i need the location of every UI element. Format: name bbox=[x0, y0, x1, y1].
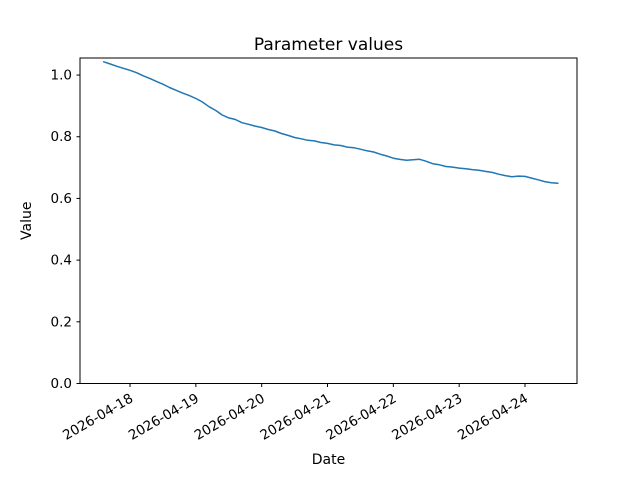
series-group bbox=[102, 61, 559, 185]
y-tick-label: 0.8 bbox=[51, 129, 72, 145]
x-tick-label: 2026-04-20 bbox=[192, 391, 268, 444]
y-tick-label: 0.2 bbox=[51, 314, 72, 330]
x-axis-label: Date bbox=[312, 452, 345, 468]
axis-ticks: 2026-04-182026-04-192026-04-202026-04-21… bbox=[51, 68, 531, 444]
x-tick-label: 2026-04-19 bbox=[126, 391, 202, 444]
y-tick-label: 0.6 bbox=[51, 191, 72, 207]
x-tick-label: 2026-04-23 bbox=[389, 391, 465, 444]
y-tick-label: 0.0 bbox=[51, 376, 72, 392]
x-tick-label: 2026-04-22 bbox=[323, 391, 399, 444]
axes-box bbox=[79, 57, 578, 384]
y-tick-label: 0.4 bbox=[51, 253, 72, 269]
series-line-parameter-values bbox=[102, 61, 559, 185]
x-tick-label: 2026-04-24 bbox=[455, 391, 531, 444]
y-axis-label: Value bbox=[19, 202, 35, 240]
chart-title: Parameter values bbox=[254, 35, 403, 55]
y-tick-label: 1.0 bbox=[51, 68, 72, 84]
x-tick-label: 2026-04-21 bbox=[258, 391, 334, 444]
x-tick-label: 2026-04-18 bbox=[60, 391, 136, 444]
